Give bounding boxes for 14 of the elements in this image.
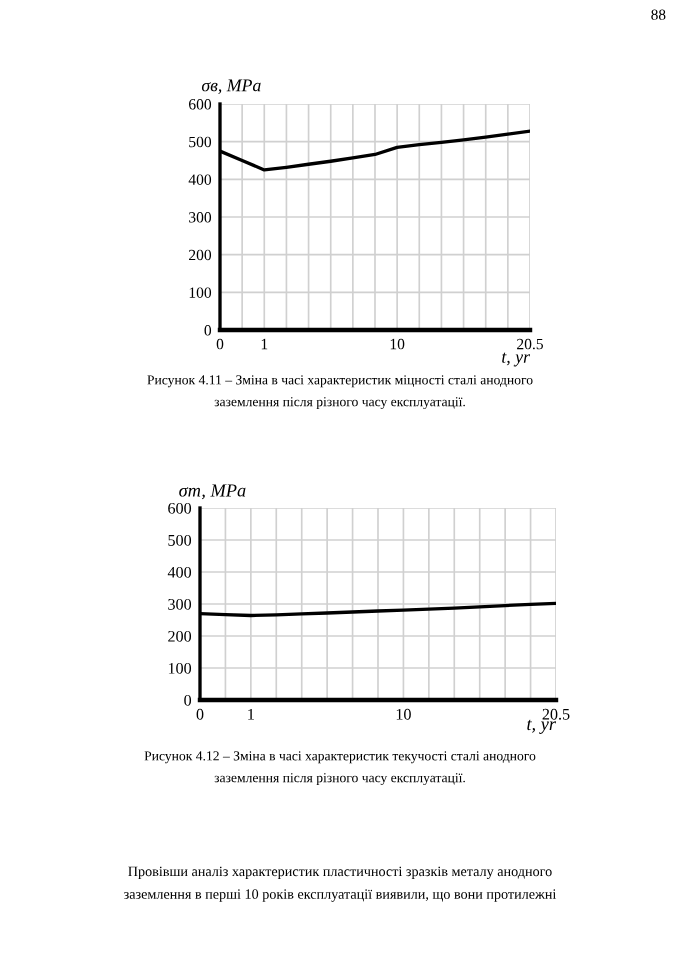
x-tick-label: 10 [396, 708, 411, 720]
y-axis-title: σт, MPa [179, 484, 246, 500]
y-tick-label: 100 [168, 662, 192, 674]
x-tick-label: 1 [248, 708, 254, 720]
y-axis-title: σв, MPa [201, 79, 261, 94]
y-tick-label: 0 [184, 694, 192, 706]
y-tick-label: 400 [167, 566, 192, 578]
x-axis-title: t, yr [527, 719, 557, 734]
y-tick-label: 200 [168, 630, 192, 642]
x-axis-title: t, yr [502, 352, 531, 367]
y-tick-label: 600 [168, 502, 192, 514]
y-tick-label: 300 [168, 598, 192, 610]
x-tick-label: 20.5 [542, 708, 570, 720]
y-tick-label: 500 [168, 534, 192, 546]
